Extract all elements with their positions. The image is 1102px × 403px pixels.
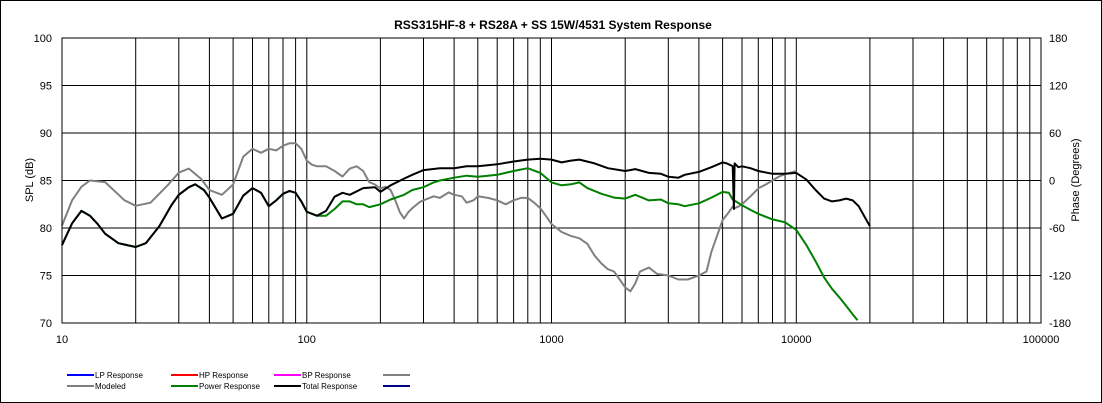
- plot-frame: [61, 37, 1042, 324]
- legend-label: Modeled: [95, 382, 126, 391]
- legend-label: Power Response: [199, 382, 260, 391]
- y2-tick-label: 0: [1049, 176, 1055, 188]
- y2-tick-label: -180: [1049, 318, 1071, 330]
- x-tick-label: 100: [298, 334, 316, 346]
- legend-label: LP Response: [95, 371, 143, 380]
- y2-tick-label: 120: [1049, 81, 1067, 93]
- x-tick-label: 10: [56, 334, 68, 346]
- y-tick-label: 100: [34, 33, 52, 45]
- y-tick-label: 85: [40, 176, 52, 188]
- series-line: [61, 167, 859, 321]
- y-tick-label: 80: [40, 223, 52, 235]
- y-tick-label: 90: [40, 128, 52, 140]
- chart-title: RSS315HF-8 + RS28A + SS 15W/4531 System …: [394, 18, 712, 32]
- legend-label: HP Response: [199, 371, 249, 380]
- y-tick-label: 70: [40, 318, 52, 330]
- x-tick-label: 100000: [1023, 334, 1060, 346]
- plot-series: [61, 142, 871, 321]
- legend-label: Total Response: [302, 382, 358, 391]
- series-line: [61, 157, 871, 248]
- y2-axis-label: Phase (Degrees): [1070, 138, 1082, 221]
- grid: [62, 38, 1041, 323]
- y2-tick-label: 180: [1049, 33, 1067, 45]
- tick-labels: 10 100 1000 10000 100000 70 75 80 85 90 95 100 -180 -…: [34, 33, 1071, 346]
- y2-tick-label: 60: [1049, 128, 1061, 140]
- x-tick-label: 1000: [539, 334, 563, 346]
- legend-label: BP Response: [302, 371, 351, 380]
- y2-tick-label: -60: [1049, 223, 1065, 235]
- series-line: [61, 142, 797, 293]
- x-tick-label: 10000: [781, 334, 812, 346]
- y-tick-label: 75: [40, 271, 52, 283]
- legend: LP Response HP Response BP Response Modeled…: [67, 371, 410, 391]
- y2-tick-label: -120: [1049, 271, 1071, 283]
- y-axis-label: SPL (dB): [24, 158, 36, 202]
- y-tick-label: 95: [40, 81, 52, 93]
